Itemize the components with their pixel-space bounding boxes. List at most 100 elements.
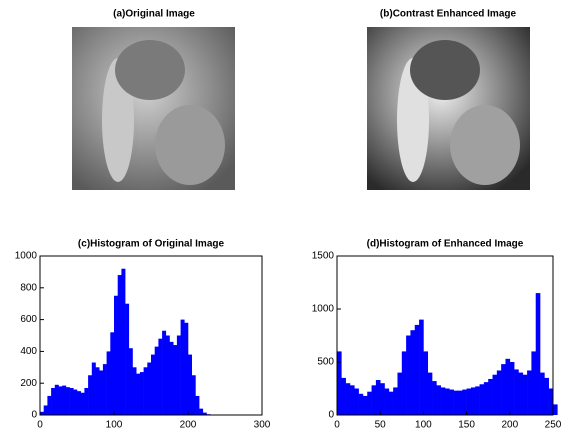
x-tick-label: 150 <box>458 420 475 431</box>
histogram-bar <box>462 389 467 415</box>
histogram-bar <box>169 341 174 415</box>
histogram-bar <box>522 374 528 415</box>
histogram-bar <box>180 319 185 415</box>
x-tick-label: 0 <box>334 420 340 431</box>
histogram-bar <box>349 385 355 415</box>
x-tick-label: 250 <box>545 420 562 431</box>
histogram-bar <box>540 372 545 415</box>
histogram-bar <box>362 395 368 415</box>
histogram-bar <box>62 385 67 415</box>
histogram-bar <box>125 303 130 415</box>
histogram-bar <box>202 412 207 415</box>
histogram-bar <box>40 411 44 415</box>
histogram-bar <box>514 369 519 415</box>
histogram-bar <box>496 370 502 415</box>
histogram-bar <box>84 387 89 415</box>
histogram-bar <box>535 293 541 415</box>
image-title: (b)Contrast Enhanced Image <box>380 9 517 20</box>
histogram-bar <box>121 268 126 415</box>
histogram-bar <box>80 392 85 415</box>
histogram-bar <box>176 335 181 415</box>
histogram-bar <box>354 388 359 415</box>
histogram-bar <box>470 387 476 415</box>
histogram-bar <box>367 391 372 415</box>
histogram-bar <box>337 351 342 415</box>
histogram-bar <box>445 388 450 415</box>
histogram-bar <box>483 382 489 415</box>
histogram-bar <box>457 390 463 415</box>
x-tick-label: 0 <box>37 420 43 431</box>
y-tick-label: 600 <box>20 314 37 325</box>
y-tick-label: 200 <box>20 378 37 389</box>
histogram-bar <box>380 383 385 415</box>
histogram-bar <box>453 390 459 415</box>
histogram-bar <box>449 389 454 415</box>
histogram-bar <box>136 373 141 415</box>
histogram-bar <box>95 367 100 415</box>
histogram-bar <box>341 377 346 415</box>
image-title: (a)Original Image <box>113 9 195 20</box>
x-tick-label: 300 <box>254 420 271 431</box>
histogram-bar <box>73 389 78 415</box>
histogram-bar <box>165 335 170 415</box>
histogram-bar <box>419 319 424 415</box>
histogram-bar <box>154 346 159 415</box>
histogram-bar <box>518 372 524 415</box>
histogram-bar <box>384 388 390 415</box>
histogram-bar <box>151 354 155 415</box>
histogram-bar <box>143 367 148 415</box>
histogram-bar <box>466 388 472 415</box>
y-tick-label: 1000 <box>15 251 38 262</box>
histogram-bar <box>173 345 178 415</box>
histogram-bar <box>51 387 56 415</box>
histogram-bar <box>401 351 407 415</box>
histogram-bar <box>54 384 59 415</box>
plot-frame <box>336 255 554 416</box>
histogram-bar <box>427 372 433 415</box>
chart-title: (d)Histogram of Enhanced Image <box>367 239 524 250</box>
histogram-bar <box>117 275 122 415</box>
histogram-bar <box>110 332 115 415</box>
histogram-bar <box>436 385 441 415</box>
histogram-bar <box>553 404 558 415</box>
x-tick-label: 50 <box>375 420 387 431</box>
histogram-bar <box>195 395 200 415</box>
histogram-bar <box>423 351 429 415</box>
y-tick-label: 800 <box>20 282 37 293</box>
y-tick-label: 400 <box>20 346 37 357</box>
histogram-bar <box>91 362 96 415</box>
histogram-bar <box>388 391 394 415</box>
histogram-bar <box>77 391 81 415</box>
histogram-bar <box>410 330 416 415</box>
histogram-bar <box>43 405 48 415</box>
y-tick-label: 1500 <box>312 251 335 262</box>
histogram-bar <box>114 295 118 415</box>
y-tick-label: 0 <box>328 410 334 421</box>
histogram-bar <box>406 335 411 415</box>
histogram-bar <box>475 386 480 415</box>
histogram-bar <box>162 330 167 415</box>
x-tick-label: 100 <box>415 420 432 431</box>
histogram-bar <box>106 351 111 415</box>
enhanced-image <box>367 27 530 190</box>
histogram-bar <box>492 374 498 415</box>
histogram-bar <box>58 386 63 415</box>
histogram-bar <box>501 364 506 415</box>
histogram-bar <box>132 367 137 415</box>
histogram-bar <box>548 388 554 415</box>
x-tick-label: 200 <box>501 420 518 431</box>
original-image <box>72 27 235 190</box>
histogram-bar <box>358 393 364 415</box>
histogram-bar <box>527 370 532 415</box>
histogram-bar <box>99 370 104 415</box>
histogram-bar <box>199 408 204 415</box>
histogram-bar <box>544 377 549 415</box>
histogram-bar <box>69 387 74 415</box>
histogram-bar <box>102 364 107 415</box>
histogram-bar <box>47 395 52 415</box>
histogram-bar <box>191 375 196 415</box>
histogram-bar <box>440 387 446 415</box>
histogram-bar <box>65 387 70 415</box>
histogram-bar <box>488 378 493 415</box>
